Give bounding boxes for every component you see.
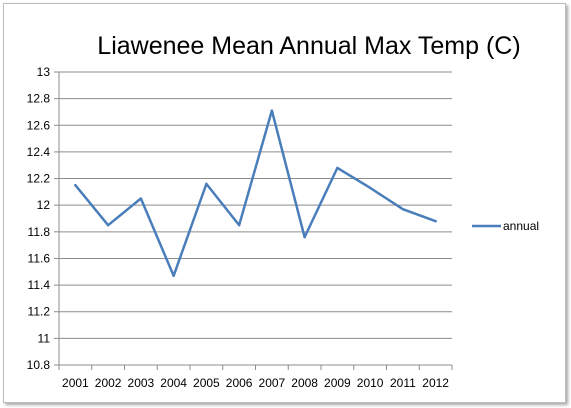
data-point	[139, 197, 143, 200]
data-point	[172, 274, 175, 277]
x-tick-label: 2005	[193, 376, 220, 390]
series-layer	[74, 109, 437, 278]
x-tick-label: 2008	[291, 376, 318, 390]
x-tick-label: 2002	[95, 376, 122, 390]
data-point	[434, 219, 437, 223]
y-tick-label: 13	[37, 65, 51, 79]
data-point	[74, 184, 77, 187]
legend: annual	[472, 219, 539, 233]
y-tick-label: 11.6	[28, 251, 51, 265]
line-chart: Liawenee Mean Annual Max Temp (C) 10.8 11…	[27, 32, 539, 390]
axes	[54, 71, 453, 370]
y-tick-label: 12.2	[27, 172, 51, 186]
data-point	[336, 166, 339, 170]
y-tick-label: 11.8	[28, 225, 51, 239]
x-tick-label: 2004	[160, 376, 187, 390]
y-axis-ticks: 10.8 11 11.2 11.4 11.6 11.8 12 12.2 12.4 12.6 12.8…	[27, 65, 51, 372]
x-tick-label: 2009	[324, 376, 351, 390]
series-line-annual	[74, 109, 437, 278]
x-axis-ticks: 2001 2002 2003 2004 2005 2006 2007 2008 2009 2010…	[62, 376, 449, 390]
data-point	[270, 109, 274, 112]
x-tick-label: 2003	[128, 376, 155, 390]
y-tick-label: 12.6	[27, 118, 51, 132]
data-point	[205, 182, 208, 186]
y-tick-label: 10.8	[27, 358, 51, 372]
y-tick-label: 12.8	[27, 92, 51, 106]
data-point	[303, 235, 306, 239]
data-point	[106, 223, 110, 227]
legend-label-annual: annual	[503, 219, 539, 233]
x-tick-label: 2012	[422, 376, 449, 390]
data-point	[401, 207, 405, 211]
gridlines	[59, 71, 452, 339]
y-tick-label: 12.4	[27, 145, 51, 159]
data-point	[237, 223, 241, 227]
x-tick-label: 2011	[390, 376, 416, 390]
x-tick-label: 2010	[357, 376, 384, 390]
x-tick-label: 2007	[259, 376, 286, 390]
x-tick-label: 2001	[62, 376, 89, 390]
y-tick-label: 11.4	[28, 278, 51, 292]
y-tick-label: 12	[37, 198, 51, 212]
chart-title: Liawenee Mean Annual Max Temp (C)	[97, 32, 520, 60]
y-tick-label: 11.2	[28, 305, 51, 319]
data-point	[368, 186, 372, 190]
x-tick-label: 2006	[226, 376, 253, 390]
chart-frame: Liawenee Mean Annual Max Temp (C) 10.8 11…	[3, 3, 566, 403]
y-tick-label: 11	[38, 331, 51, 345]
